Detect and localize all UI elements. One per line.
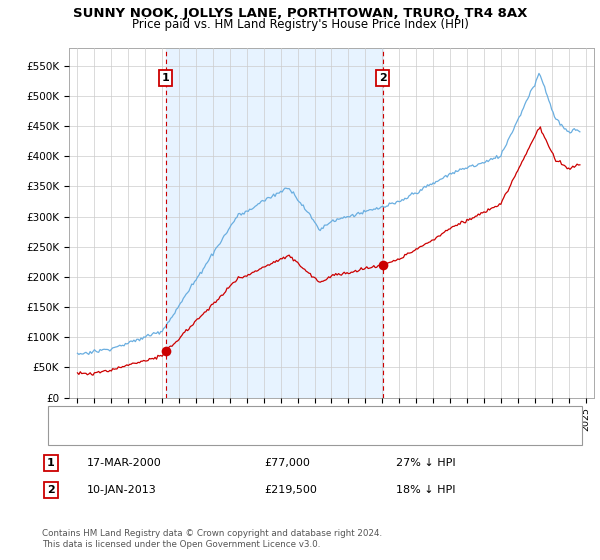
Text: HPI: Average price, detached house, Cornwall: HPI: Average price, detached house, Corn… — [87, 428, 310, 438]
Text: SUNNY NOOK, JOLLYS LANE, PORTHTOWAN, TRURO, TR4 8AX (detached house): SUNNY NOOK, JOLLYS LANE, PORTHTOWAN, TRU… — [87, 413, 474, 423]
Text: 1: 1 — [162, 73, 170, 83]
Text: 27% ↓ HPI: 27% ↓ HPI — [396, 458, 455, 468]
Text: ——: —— — [54, 412, 69, 425]
Text: 2: 2 — [47, 485, 55, 495]
Text: 10-JAN-2013: 10-JAN-2013 — [87, 485, 157, 495]
Text: 1: 1 — [47, 458, 55, 468]
Text: 18% ↓ HPI: 18% ↓ HPI — [396, 485, 455, 495]
Text: 2: 2 — [379, 73, 386, 83]
Text: Price paid vs. HM Land Registry's House Price Index (HPI): Price paid vs. HM Land Registry's House … — [131, 18, 469, 31]
Text: ——: —— — [54, 426, 69, 440]
Text: £219,500: £219,500 — [264, 485, 317, 495]
Text: SUNNY NOOK, JOLLYS LANE, PORTHTOWAN, TRURO, TR4 8AX: SUNNY NOOK, JOLLYS LANE, PORTHTOWAN, TRU… — [73, 7, 527, 20]
Text: £77,000: £77,000 — [264, 458, 310, 468]
Text: 17-MAR-2000: 17-MAR-2000 — [87, 458, 162, 468]
Bar — [166, 48, 383, 398]
Text: Contains HM Land Registry data © Crown copyright and database right 2024.
This d: Contains HM Land Registry data © Crown c… — [42, 529, 382, 549]
